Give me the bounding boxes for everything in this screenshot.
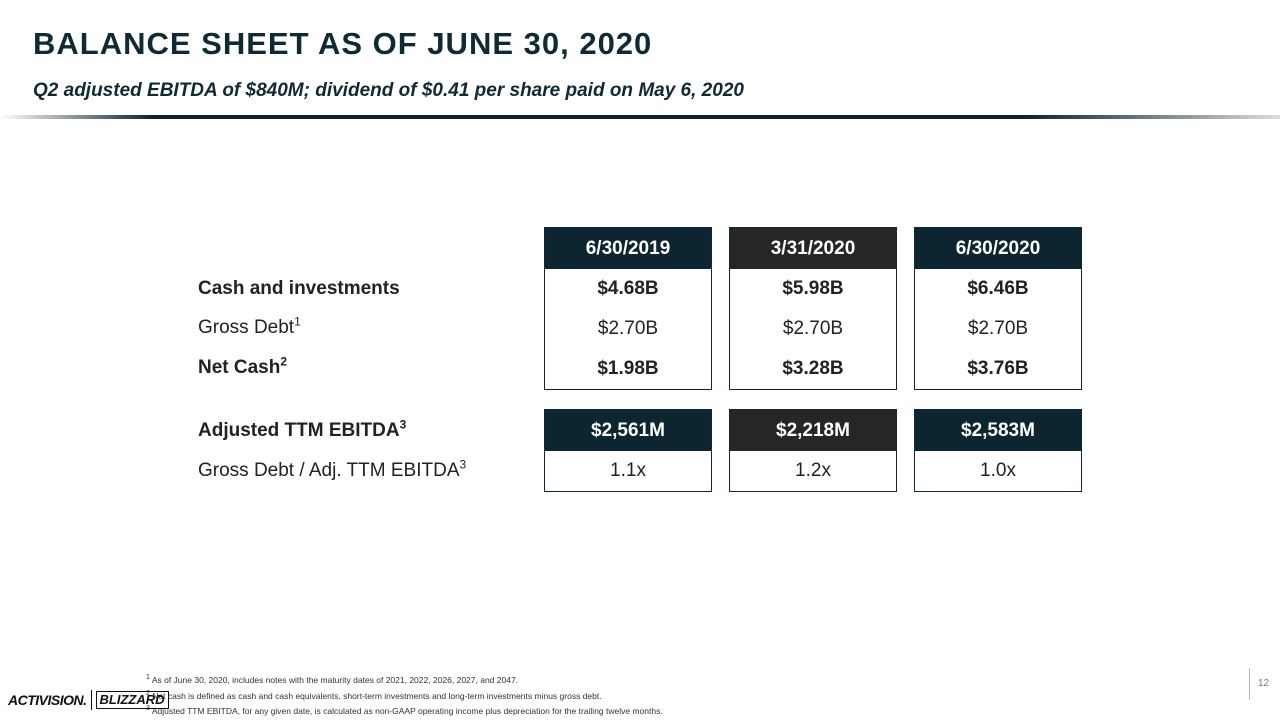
ebitda-box: $2,561M 1.1x xyxy=(544,409,712,492)
balance-box: 3/31/2020 $5.98B $2.70B $3.28B xyxy=(729,227,897,390)
row-label-debt-ratio: Gross Debt / Adj. TTM EBITDA3 xyxy=(198,457,467,481)
net-cash-value: $3.28B xyxy=(782,358,844,379)
logo-divider xyxy=(90,690,92,710)
gross-debt-value: $2.70B xyxy=(597,318,659,339)
footnote-3: 3 Adjusted TTM EBITDA, for any given dat… xyxy=(146,705,663,716)
column-header: 6/30/2020 xyxy=(915,228,1081,269)
balance-box: 6/30/2019 $4.68B $2.70B $1.98B xyxy=(544,227,712,390)
footnotes: 1 As of June 30, 2020, includes notes wi… xyxy=(146,673,663,720)
balance-box: 6/30/2020 $6.46B $2.70B $3.76B xyxy=(914,227,1082,390)
page-number: 12 xyxy=(1258,678,1270,689)
column-header: 3/31/2020 xyxy=(730,228,896,269)
footnote-marker: 3 xyxy=(459,457,467,472)
column-header: 6/30/2019 xyxy=(545,228,711,269)
gross-debt-value: $2.70B xyxy=(967,318,1029,339)
row-label-adjusted-ebitda: Adjusted TTM EBITDA3 xyxy=(198,417,407,441)
ebitda-value: $2,218M xyxy=(730,410,896,451)
cash-value: $4.68B xyxy=(597,278,659,299)
net-cash-value: $3.76B xyxy=(967,358,1029,379)
ebitda-box: $2,583M 1.0x xyxy=(914,409,1082,492)
row-label-gross-debt: Gross Debt1 xyxy=(198,314,301,338)
net-cash-value: $1.98B xyxy=(597,358,659,379)
cash-value: $6.46B xyxy=(967,278,1029,299)
footnote-marker: 3 xyxy=(399,417,407,432)
footnote-2: 2 Net cash is defined as cash and cash e… xyxy=(146,689,602,701)
activision-blizzard-logo: ACTIVISION. BLIZZARD xyxy=(8,689,169,711)
footnote-1: 1 As of June 30, 2020, includes notes wi… xyxy=(146,674,519,685)
slide-title: BALANCE SHEET AS OF JUNE 30, 2020 xyxy=(33,26,653,61)
debt-ratio-value: 1.2x xyxy=(795,460,831,481)
ebitda-value: $2,583M xyxy=(915,410,1081,451)
footnote-marker: 2 xyxy=(280,354,288,369)
gross-debt-value: $2.70B xyxy=(782,318,844,339)
title-divider xyxy=(0,115,1280,119)
ebitda-box: $2,218M 1.2x xyxy=(729,409,897,492)
row-label-cash: Cash and investments xyxy=(198,278,400,299)
row-label-net-cash: Net Cash2 xyxy=(198,354,288,378)
debt-ratio-value: 1.0x xyxy=(980,460,1016,481)
slide-subtitle: Q2 adjusted EBITDA of $840M; dividend of… xyxy=(33,80,744,101)
cash-value: $5.98B xyxy=(782,278,844,299)
activision-wordmark: ACTIVISION. xyxy=(8,692,87,708)
footnote-marker: 1 xyxy=(294,314,301,329)
page-number-divider xyxy=(1249,668,1250,700)
debt-ratio-value: 1.1x xyxy=(610,460,646,481)
blizzard-wordmark: BLIZZARD xyxy=(95,691,169,709)
ebitda-value: $2,561M xyxy=(545,410,711,451)
